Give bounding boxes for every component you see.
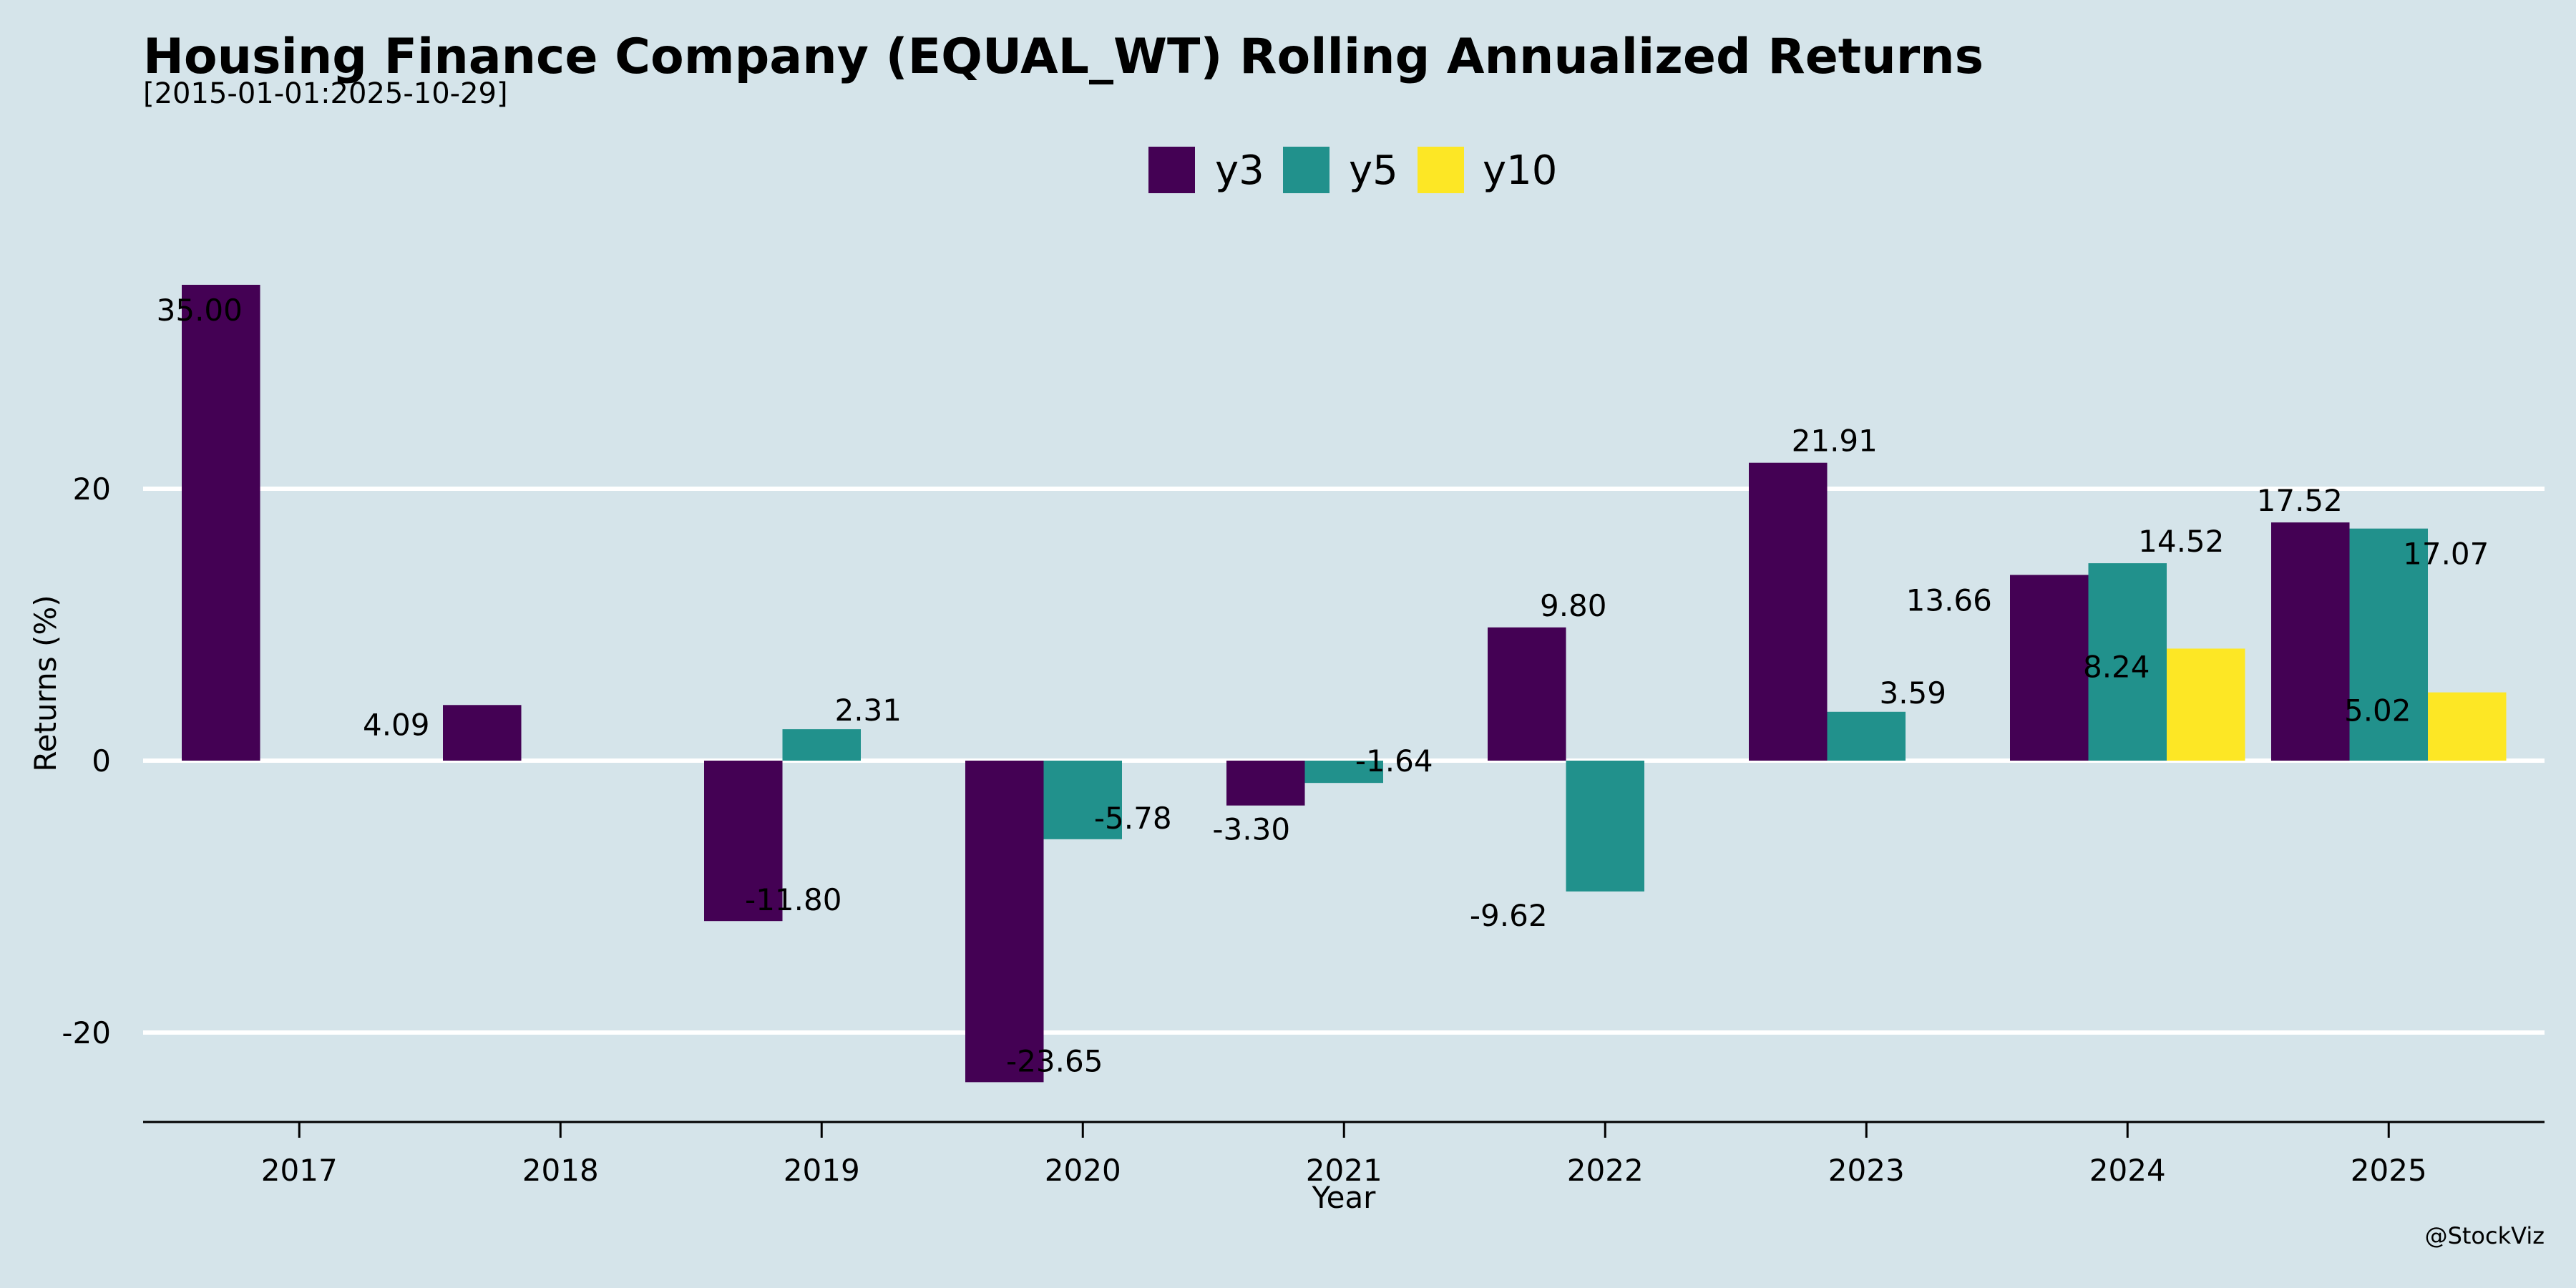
bar-y5-2023 (1827, 711, 1906, 761)
data-label-y5-2020: -5.78 (1094, 801, 1172, 836)
data-label-y5-2023: 3.59 (1879, 675, 1946, 711)
legend-label-y3: y3 (1215, 147, 1264, 194)
bar-y5-2025 (2349, 528, 2428, 761)
axes: -20 0 20 2017 2018 2019 2020 2021 2022 2023 2024 20… (28, 472, 2545, 1215)
bar-y5-2021 (1304, 761, 1383, 784)
data-label-y5-2024: 14.52 (2138, 524, 2224, 559)
bar-y3-2025 (2271, 522, 2350, 761)
data-label-y10-2025: 5.02 (2344, 693, 2411, 728)
data-label-y3-2025: 17.52 (2257, 483, 2343, 518)
data-label-y5-2021: -1.64 (1355, 743, 1433, 779)
x-tick-label: 2019 (784, 1153, 860, 1188)
watermark: @StockViz (2424, 1222, 2545, 1249)
bar-y3-2018 (443, 705, 522, 761)
bar-y3-2024 (2010, 575, 2089, 761)
bar-y10-2024 (2167, 648, 2245, 761)
bar-y5-2024 (2088, 563, 2167, 761)
legend-label-y10: y10 (1483, 147, 1557, 194)
bar-y5-2019 (782, 729, 861, 761)
chart-title: Housing Finance Company (EQUAL_WT) Rolli… (143, 29, 1984, 85)
data-label-y10-2024: 8.24 (2083, 649, 2150, 684)
data-label-y5-2022: -9.62 (1470, 898, 1548, 933)
bar-y3-2019 (704, 761, 783, 922)
x-tick-label: 2017 (261, 1153, 338, 1188)
bars (182, 285, 2507, 1083)
legend-label-y5: y5 (1349, 147, 1398, 194)
bar-y3-2022 (1488, 627, 1566, 761)
x-tick-label: 2025 (2351, 1153, 2427, 1188)
y-tick-label: -20 (62, 1015, 111, 1050)
bar-y3-2020 (965, 761, 1044, 1083)
data-label-y3-2021: -3.30 (1212, 812, 1290, 847)
data-label-y3-2017: 35.00 (157, 293, 243, 328)
x-tick-label: 2023 (1828, 1153, 1905, 1188)
y-tick-label: 0 (92, 743, 111, 779)
x-axis-title: Year (1312, 1180, 1377, 1215)
bar-y5-2020 (1043, 761, 1122, 839)
data-label-y3-2023: 21.91 (1792, 424, 1878, 459)
data-label-y3-2024: 13.66 (1906, 582, 1992, 618)
legend-swatch-y5 (1283, 147, 1330, 193)
y-tick-label: 20 (73, 472, 111, 507)
bar-y3-2021 (1226, 761, 1305, 806)
data-label-y5-2019: 2.31 (834, 693, 902, 728)
data-label-y3-2022: 9.80 (1540, 588, 1607, 623)
legend: y3 y5 y10 (1148, 147, 1557, 194)
data-label-y5-2025: 17.07 (2403, 537, 2489, 572)
bar-y10-2025 (2428, 692, 2507, 761)
chart-subtitle: [2015-01-01:2025-10-29] (143, 77, 508, 110)
x-tick-label: 2020 (1045, 1153, 1121, 1188)
data-label-y3-2019: -11.80 (745, 882, 841, 917)
y-axis-title: Returns (%) (28, 595, 63, 771)
data-label-y3-2020: -23.65 (1006, 1043, 1103, 1078)
data-label-y3-2018: 4.09 (363, 707, 430, 742)
data-labels: 35.00 4.09 -11.80 2.31 -23.65 -5.78 -3.30 -1.64… (157, 293, 2489, 1078)
x-tick-label: 2024 (2089, 1153, 2166, 1188)
bar-y3-2017 (182, 285, 260, 761)
legend-swatch-y3 (1148, 147, 1195, 193)
bar-y5-2022 (1566, 761, 1644, 892)
x-tick-label: 2021 (1306, 1153, 1382, 1188)
x-tick-label: 2018 (522, 1153, 599, 1188)
legend-swatch-y10 (1418, 147, 1464, 193)
x-tick-label: 2022 (1567, 1153, 1644, 1188)
bar-y3-2023 (1749, 462, 1828, 761)
